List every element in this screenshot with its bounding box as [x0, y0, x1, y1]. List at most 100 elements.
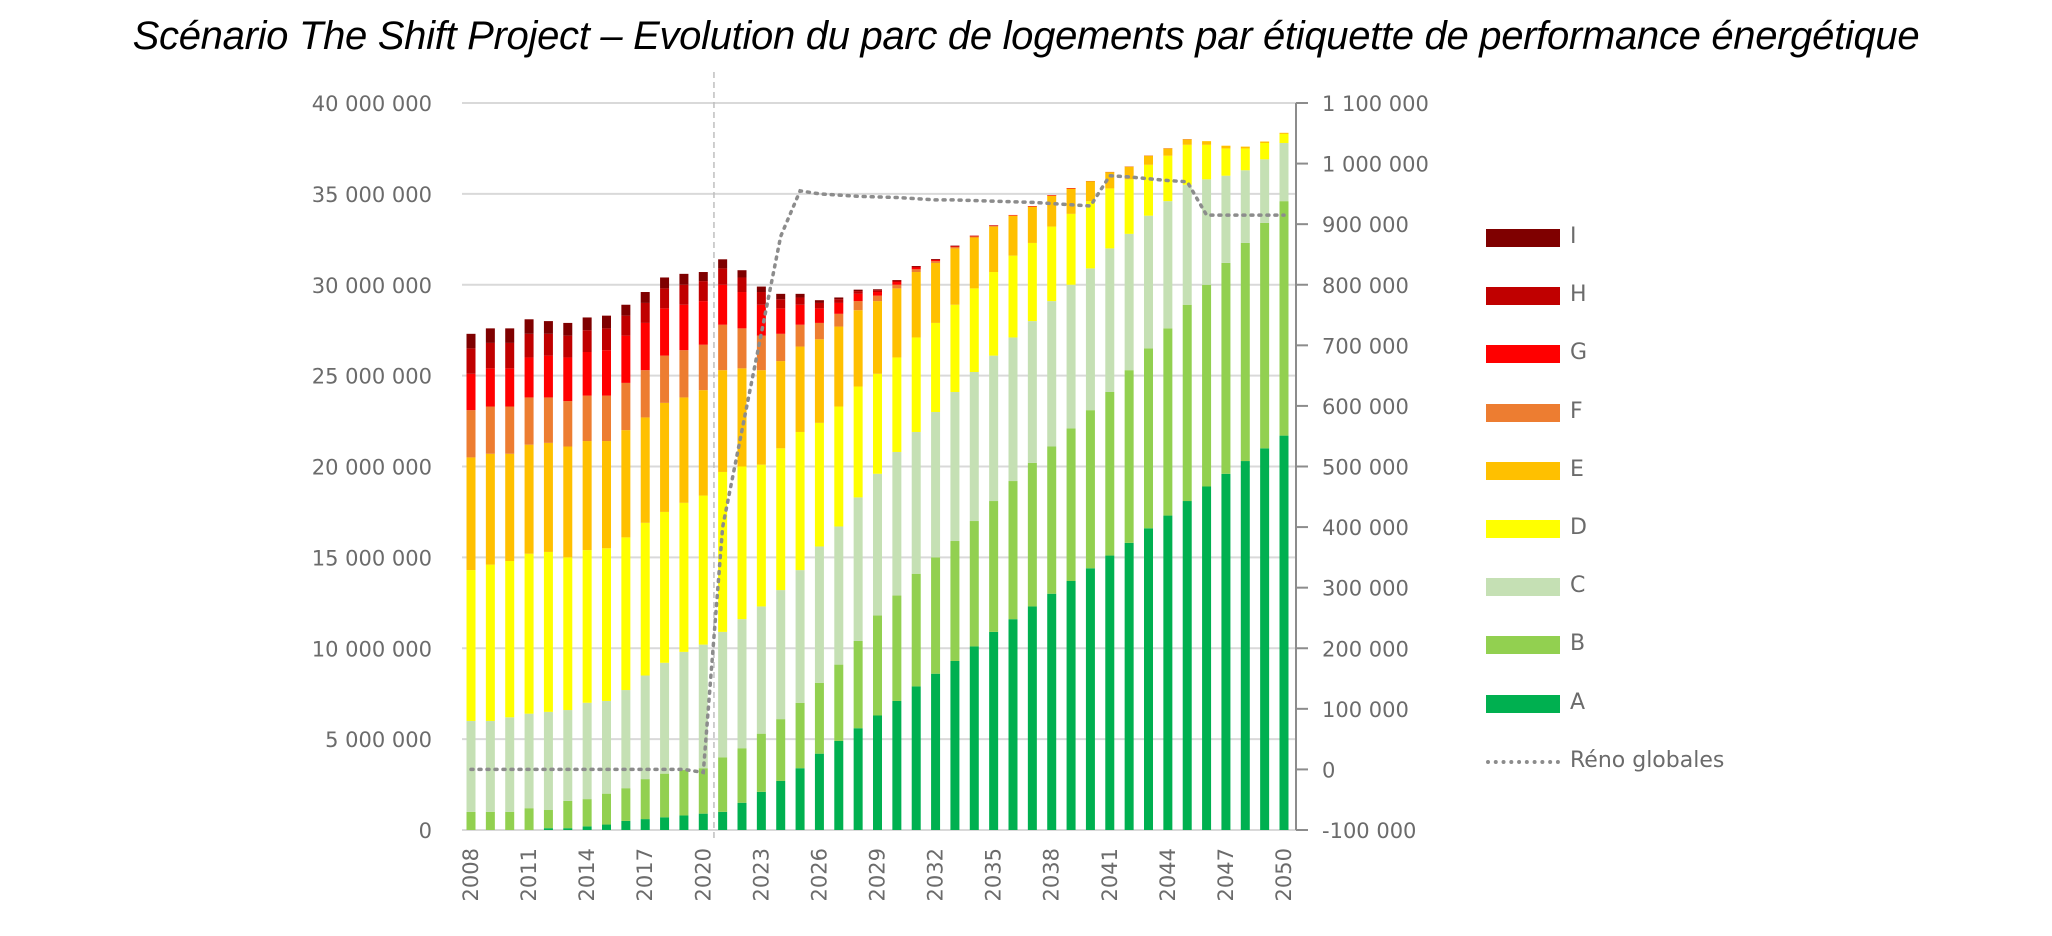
legend-swatch [1486, 229, 1560, 247]
bar-segment-h [756, 292, 766, 305]
bar-segment-a [679, 815, 689, 830]
legend-label: D [1570, 515, 1587, 540]
bar-segment-d [1105, 188, 1115, 249]
bar-segment-g [466, 373, 476, 411]
bar-segment-a [602, 824, 611, 830]
bar-segment-a [1279, 435, 1289, 830]
bar-segment-e [989, 226, 999, 273]
x-axis-tick-label: 2008 [459, 848, 483, 901]
bar-segment-i [718, 259, 728, 269]
bar-segment-a [989, 631, 999, 830]
bar-segment-e [1260, 141, 1270, 143]
bar-segment-b [582, 799, 592, 827]
bar-segment-a [660, 817, 670, 830]
legend-label: C [1570, 573, 1586, 599]
x-axis-tick-label: 2020 [691, 848, 715, 901]
bar-segment-g [1008, 214, 1018, 216]
bar-segment-f [563, 401, 573, 447]
bar-segment-e [911, 272, 921, 338]
bar-segment-h [505, 342, 515, 369]
bar-segment-c [698, 644, 708, 769]
bar-segment-e [737, 368, 747, 467]
bar-segment-c [892, 451, 902, 596]
bar-segment-e [950, 248, 960, 305]
bar-segment-f [950, 246, 960, 249]
bar-segment-e [621, 430, 631, 538]
bar-segment-c [1202, 179, 1212, 285]
bar-segment-d [1047, 226, 1057, 302]
bar-segment-a [737, 802, 747, 830]
bar-segment-c [1105, 248, 1115, 392]
x-axis-tick-label: 2026 [807, 848, 831, 901]
bar-segment-f [1124, 166, 1134, 167]
bar-segment-d [969, 288, 979, 372]
bar-segment-b [698, 768, 708, 814]
left-axis-tick-label: 20 000 000 [312, 456, 432, 480]
bar-segment-i [640, 292, 650, 303]
bar-segment-c [989, 355, 999, 502]
bar-segment-h [814, 302, 824, 309]
bar-segment-b [466, 811, 476, 830]
bar-segment-e [1279, 132, 1289, 134]
bar-segment-i [602, 315, 611, 329]
bar-segment-d [621, 537, 631, 691]
bar-segment-a [1066, 581, 1076, 830]
bar-segment-b [640, 779, 650, 820]
bar-segment-h [602, 328, 611, 351]
x-axis-tick-label: 2023 [749, 848, 773, 901]
bar-segment-d [911, 337, 921, 432]
bar-segment-i [756, 286, 766, 293]
bar-segment-g [814, 308, 824, 323]
bar-segment-b [660, 773, 670, 818]
bar-segment-f [776, 333, 786, 362]
bar-segment-e [563, 446, 573, 558]
bar-segment-c [911, 431, 921, 574]
bar-segment-b [1085, 410, 1095, 569]
bar-segment-d [660, 511, 670, 663]
x-axis-tick-label: 2041 [1098, 848, 1122, 901]
legend-label: Réno globales [1570, 747, 1725, 773]
bar-segment-g [853, 293, 863, 302]
bar-segment-f [853, 301, 863, 311]
bar-segment-a [1085, 568, 1095, 830]
bar-segment-b [1202, 284, 1212, 487]
bar-segment-a [1182, 501, 1192, 830]
bar-segment-f [756, 335, 766, 371]
bar-segment-c [737, 619, 747, 749]
bar-segment-f [834, 313, 844, 327]
bar-segment-g [660, 308, 670, 356]
bar-segment-h [873, 290, 882, 293]
bar-segment-i [621, 304, 631, 316]
bar-segment-h [834, 299, 844, 303]
bar-segment-h [737, 277, 747, 293]
x-axis-tick-label: 2050 [1272, 848, 1296, 901]
right-axis-tick-label: 400 000 [1322, 516, 1409, 540]
bar-segment-a [1047, 593, 1057, 830]
bar-segment-h [853, 291, 863, 294]
bar-segment-h [718, 268, 728, 285]
bar-segment-d [1202, 144, 1212, 180]
bar-segment-c [1144, 215, 1153, 349]
bar-segment-h [969, 235, 979, 237]
right-axis-tick-label: 200 000 [1322, 637, 1409, 661]
bar-segment-e [1027, 206, 1037, 243]
bar-segment-f [640, 370, 650, 418]
bar-segment-h [989, 225, 999, 226]
right-axis-tick-label: 1 000 000 [1322, 153, 1429, 177]
x-axis-tick-label: 2044 [1156, 848, 1180, 901]
bar-segment-g [795, 304, 805, 325]
bar-segment-a [1124, 542, 1134, 830]
bar-segment-a [950, 660, 960, 830]
bar-segment-a [931, 673, 941, 830]
bar-segment-g [698, 301, 708, 345]
bar-segment-c [466, 720, 476, 812]
bar-segment-f [1144, 155, 1153, 157]
bar-segment-e [776, 361, 786, 449]
bar-segment-a [640, 819, 650, 830]
bar-segment-c [969, 371, 979, 522]
bar-segment-a [543, 828, 553, 830]
bar-segment-c [1182, 184, 1192, 305]
bar-segment-c [756, 606, 766, 734]
bar-segment-d [834, 406, 844, 527]
bar-segment-e [853, 310, 863, 387]
